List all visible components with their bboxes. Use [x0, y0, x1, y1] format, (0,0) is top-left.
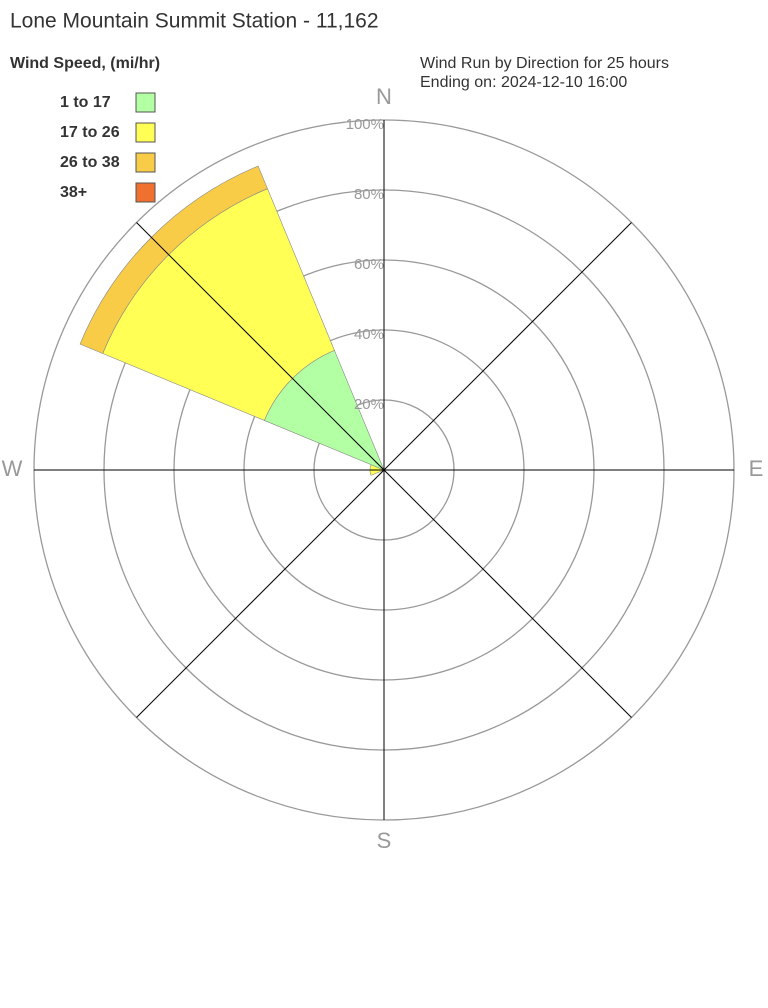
compass-label: S [377, 828, 392, 853]
compass-label: W [2, 456, 23, 481]
legend-swatch [135, 182, 156, 203]
legend-title: Wind Speed, (mi/hr) [10, 55, 160, 72]
spoke [136, 222, 385, 471]
spoke [136, 469, 385, 718]
compass-label: E [749, 456, 764, 481]
y-tick-label: 40% [354, 326, 384, 343]
legend-swatch [135, 152, 156, 173]
wedge [79, 165, 268, 354]
legend-swatch [135, 92, 156, 113]
legend-swatch [135, 122, 156, 143]
subtitle: Ending on: 2024-12-10 16:00 [420, 74, 627, 91]
y-tick-label: 80% [354, 186, 384, 203]
spoke [383, 222, 632, 471]
compass-label: N [376, 84, 392, 109]
legend-label: 1 to 17 [60, 94, 111, 111]
plot-area: 20% 40% 60% 80% 100% N E S W [2, 84, 764, 853]
y-tick-label: 60% [354, 256, 384, 273]
y-tick-label: 20% [354, 396, 384, 413]
legend-label: 38+ [60, 184, 87, 201]
chart-title: Lone Mountain Summit Station - 11,162 [10, 10, 379, 33]
legend-label: 26 to 38 [60, 154, 120, 171]
spoke [383, 469, 632, 718]
y-tick-label: 100% [346, 116, 384, 133]
legend-label: 17 to 26 [60, 124, 120, 141]
subtitle: Wind Run by Direction for 25 hours [420, 55, 669, 72]
